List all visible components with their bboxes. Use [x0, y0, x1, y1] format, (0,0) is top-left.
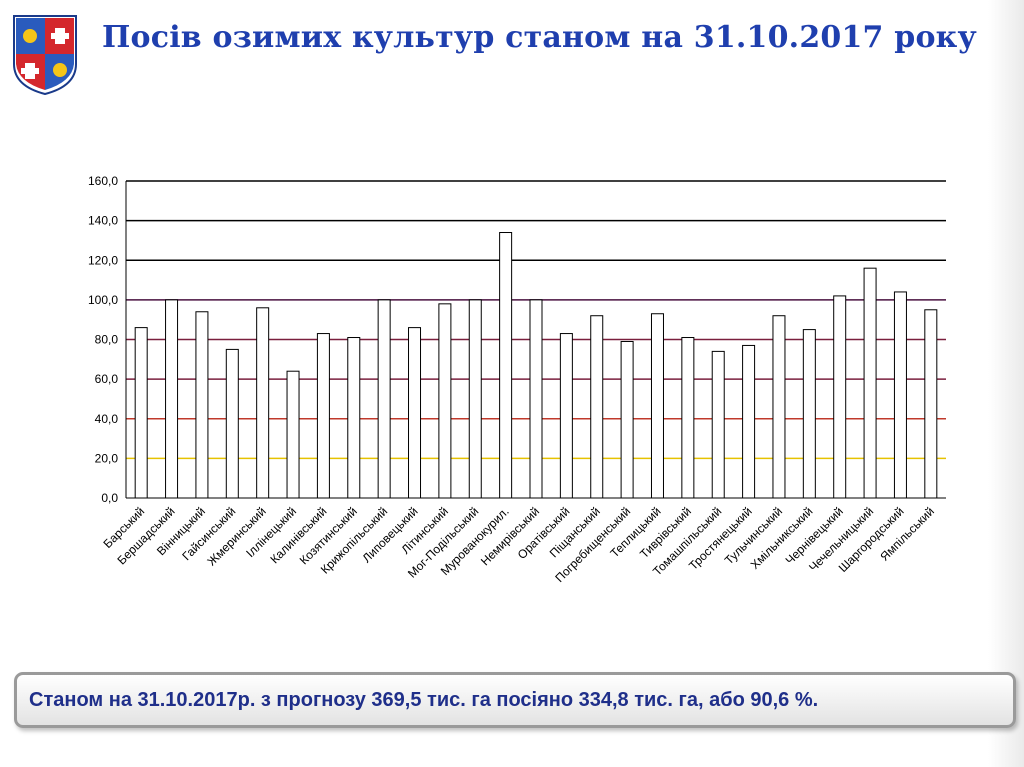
bar	[529, 299, 543, 499]
chart-bars	[134, 232, 938, 499]
bar-chart: 0,020,040,060,080,0100,0120,0140,0160,0 …	[88, 174, 946, 585]
bar	[559, 333, 573, 499]
y-tick-label: 20,0	[95, 451, 119, 465]
bar	[286, 370, 300, 499]
y-tick-label: 140,0	[88, 214, 118, 228]
y-tick-label: 80,0	[95, 333, 119, 347]
bar	[195, 311, 209, 499]
chart-x-tick-labels: БарськийБершадськийВінницькийГайсинський…	[101, 504, 937, 585]
bar	[893, 291, 907, 499]
coat-of-arms-icon	[13, 15, 77, 96]
chart-y-tick-labels: 0,0 20,0 40,0 60,0 80,0 100,0 120,0 140,0 160,0	[88, 174, 118, 505]
bar	[711, 350, 725, 499]
bar	[863, 267, 877, 499]
bar	[347, 337, 361, 499]
bar	[256, 307, 270, 499]
bar	[134, 327, 148, 499]
y-tick-label: 100,0	[88, 293, 118, 307]
y-tick-label: 160,0	[88, 174, 118, 188]
y-tick-label: 0,0	[101, 491, 118, 505]
bar	[377, 299, 391, 499]
bar	[408, 327, 422, 499]
bar	[772, 315, 786, 499]
bar	[225, 348, 239, 499]
bar	[316, 333, 330, 499]
summary-text: Станом на 31.10.2017р. з прогнозу 369,5 …	[29, 689, 819, 711]
bar	[468, 299, 482, 499]
page-title: Посів озимих культур станом на 31.10.201…	[102, 20, 977, 55]
y-tick-label: 60,0	[95, 372, 119, 386]
bar	[499, 232, 513, 499]
right-edge-shade	[988, 0, 1024, 767]
bar	[165, 299, 179, 499]
bar	[802, 329, 816, 499]
bar	[681, 337, 695, 499]
y-tick-label: 120,0	[88, 253, 118, 267]
bar	[650, 313, 664, 499]
bar	[590, 315, 604, 499]
bar	[924, 309, 938, 499]
bar	[742, 344, 756, 499]
summary-box: Станом на 31.10.2017р. з прогнозу 369,5 …	[14, 672, 1016, 728]
y-tick-label: 40,0	[95, 412, 119, 426]
bar	[833, 295, 847, 499]
bar	[620, 340, 634, 499]
bar	[438, 303, 452, 499]
